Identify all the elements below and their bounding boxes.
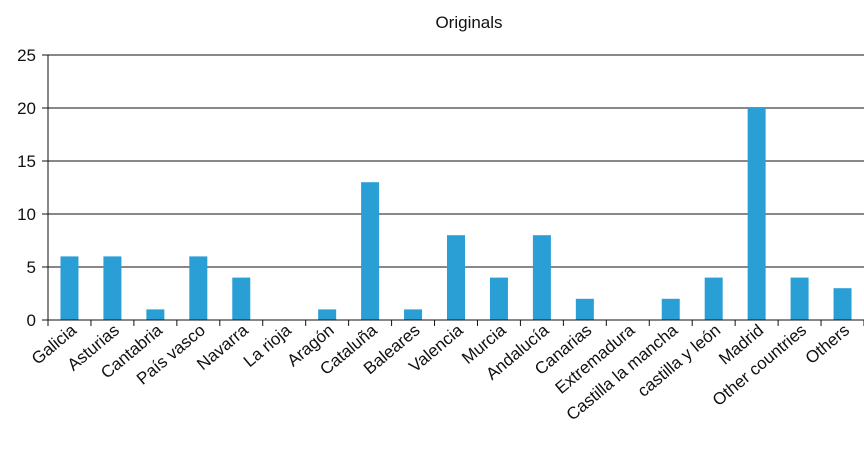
bar <box>361 182 380 320</box>
bar <box>404 309 423 320</box>
y-tick-label: 20 <box>17 99 36 118</box>
y-tick-label: 0 <box>27 311 36 330</box>
y-tick-label: 5 <box>27 258 36 277</box>
bar <box>661 298 680 320</box>
y-tick-label: 15 <box>17 152 36 171</box>
bar <box>146 309 165 320</box>
bar <box>489 277 508 320</box>
bar <box>447 235 465 320</box>
bar <box>532 235 551 320</box>
y-axis-ticks: 0 5 10 15 20 25 <box>17 46 48 330</box>
axes <box>47 55 864 321</box>
bar <box>318 309 337 320</box>
bar <box>103 256 122 320</box>
gridlines <box>48 54 864 268</box>
x-tick-label: Others <box>802 321 853 368</box>
x-tick-label: La rioja <box>240 320 295 371</box>
bar <box>790 277 809 320</box>
y-tick-label: 25 <box>17 46 36 65</box>
chart-title: Originals <box>435 13 502 32</box>
bar <box>704 277 723 320</box>
bar <box>60 256 79 320</box>
bar <box>747 108 766 320</box>
bar <box>232 277 251 320</box>
y-tick-label: 10 <box>17 205 36 224</box>
bars <box>60 108 852 320</box>
bar <box>575 298 594 320</box>
bar <box>833 288 852 320</box>
bar <box>189 256 208 320</box>
